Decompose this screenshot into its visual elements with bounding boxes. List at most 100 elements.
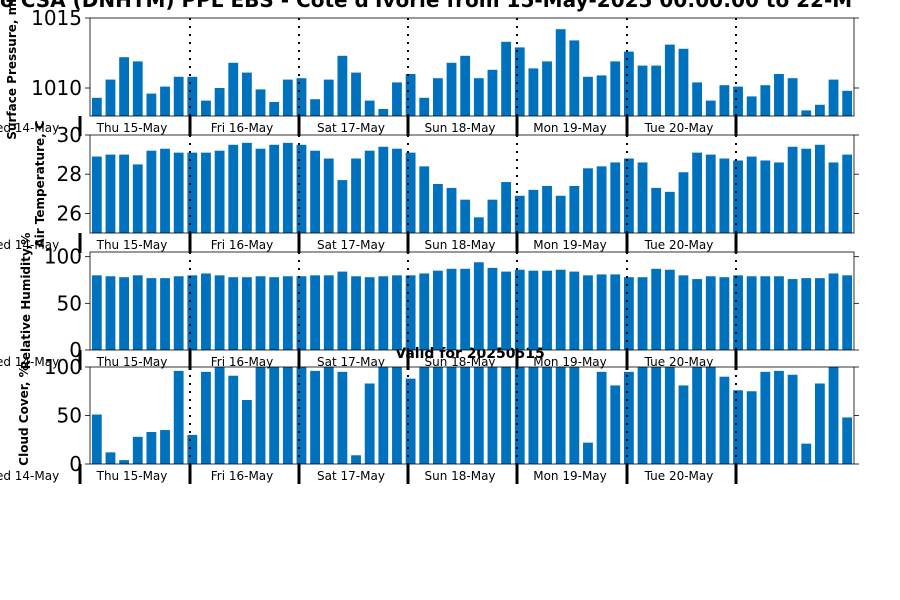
bar bbox=[310, 275, 321, 350]
bar bbox=[501, 367, 512, 464]
bar bbox=[555, 195, 566, 233]
bar bbox=[119, 154, 130, 233]
y-axis-label: Air Temperature, C bbox=[33, 120, 47, 248]
bar bbox=[241, 142, 252, 233]
bar bbox=[296, 367, 307, 464]
bar bbox=[733, 86, 743, 116]
bar bbox=[637, 162, 648, 233]
bar bbox=[801, 148, 812, 233]
y-tick-label: 30 bbox=[57, 123, 82, 147]
day-label: Thu 15-May bbox=[96, 121, 168, 135]
bar bbox=[446, 367, 457, 464]
bar bbox=[405, 275, 416, 350]
bar bbox=[255, 89, 266, 116]
bar bbox=[787, 78, 798, 116]
bar bbox=[364, 100, 375, 116]
day-label: Wed 14-May bbox=[0, 355, 59, 369]
bar bbox=[719, 376, 730, 464]
bar bbox=[610, 162, 621, 233]
day-label: Wed 14-May bbox=[0, 469, 59, 483]
bar bbox=[814, 383, 825, 464]
bar bbox=[623, 158, 634, 233]
bar bbox=[241, 399, 252, 464]
bar bbox=[378, 276, 389, 350]
bar bbox=[801, 278, 812, 350]
bar bbox=[282, 79, 293, 116]
day-label: Tue 20-May bbox=[644, 121, 714, 135]
day-label: Wed 14-May bbox=[0, 238, 59, 252]
bar bbox=[146, 93, 157, 116]
bar bbox=[173, 152, 184, 233]
bar bbox=[91, 414, 102, 464]
day-label: Fri 16-May bbox=[211, 238, 274, 252]
bar bbox=[596, 371, 607, 464]
day-label: Wed 14-May bbox=[0, 121, 59, 135]
bar bbox=[787, 279, 798, 350]
bar bbox=[623, 371, 634, 464]
bar bbox=[255, 367, 266, 464]
y-tick-label: 26 bbox=[57, 201, 82, 225]
bar bbox=[487, 267, 498, 350]
bar bbox=[378, 146, 389, 233]
bar bbox=[160, 278, 170, 350]
bar bbox=[241, 72, 252, 116]
bar bbox=[119, 277, 130, 350]
bar bbox=[583, 168, 593, 233]
bar bbox=[351, 455, 361, 464]
bar bbox=[528, 189, 539, 233]
bar bbox=[705, 276, 716, 350]
bar bbox=[692, 279, 703, 350]
bar bbox=[173, 276, 184, 350]
day-label: Tue 20-May bbox=[644, 238, 714, 252]
bar bbox=[473, 217, 484, 233]
bar bbox=[432, 184, 443, 233]
bar bbox=[323, 275, 334, 350]
bar bbox=[337, 180, 348, 233]
bar bbox=[733, 275, 743, 350]
bar bbox=[760, 160, 771, 233]
bar bbox=[583, 275, 593, 350]
day-label: Fri 16-May bbox=[211, 121, 274, 135]
bar bbox=[269, 277, 280, 350]
bar bbox=[828, 367, 839, 464]
bar bbox=[637, 367, 648, 464]
bar bbox=[91, 275, 102, 350]
bar bbox=[787, 374, 798, 464]
bar bbox=[310, 370, 321, 464]
bar bbox=[310, 99, 321, 116]
day-label: Thu 15-May bbox=[96, 355, 168, 369]
bar bbox=[351, 158, 361, 233]
bar bbox=[501, 182, 512, 233]
bar bbox=[651, 65, 662, 116]
day-label: Fri 16-May bbox=[211, 355, 274, 369]
bar bbox=[746, 96, 757, 116]
bar bbox=[405, 74, 416, 116]
bar bbox=[664, 191, 675, 233]
bar bbox=[460, 268, 471, 350]
bar bbox=[269, 144, 280, 233]
bar bbox=[664, 367, 675, 464]
bar bbox=[132, 436, 143, 464]
bar bbox=[651, 367, 662, 464]
day-label: Tue 20-May bbox=[644, 469, 714, 483]
day-label: Mon 19-May bbox=[533, 355, 607, 369]
bar bbox=[678, 385, 689, 464]
axes-frame bbox=[89, 251, 855, 351]
day-label: Thu 15-May bbox=[96, 469, 168, 483]
bar bbox=[241, 277, 252, 350]
bar bbox=[487, 199, 498, 233]
bar bbox=[555, 29, 566, 117]
bar bbox=[514, 269, 525, 350]
bar bbox=[787, 146, 798, 233]
bar bbox=[623, 277, 634, 350]
bar bbox=[746, 276, 757, 350]
bar bbox=[733, 160, 743, 233]
bar bbox=[528, 367, 539, 464]
bar bbox=[91, 97, 102, 116]
bar bbox=[542, 367, 552, 464]
bar bbox=[337, 371, 348, 464]
bar bbox=[678, 172, 689, 233]
bar bbox=[569, 367, 580, 464]
bar bbox=[446, 268, 457, 350]
bar bbox=[814, 104, 825, 116]
